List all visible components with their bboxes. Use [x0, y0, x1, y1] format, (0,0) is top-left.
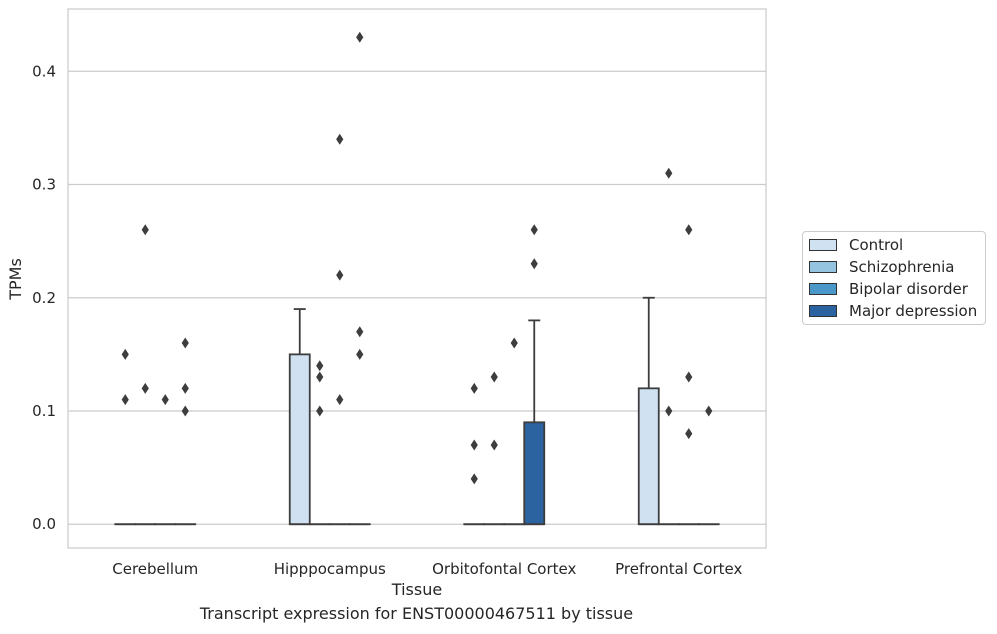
grid-lines [68, 70, 766, 525]
legend-item-major-depression: Major depression [809, 301, 977, 321]
outlier-orbitofontal-cortex-control [470, 382, 478, 394]
plot-frame [67, 8, 767, 549]
outlier-orbitofontal-cortex-bipolar-disorder [510, 337, 518, 349]
outlier-orbitofontal-cortex-major-depression [530, 224, 538, 236]
outlier-prefrontal-cortex-major-depression [705, 405, 713, 417]
y-tick-label: 0.3 [32, 176, 56, 194]
y-tick-label: 0.1 [32, 402, 56, 420]
legend-swatch-major-depression [809, 305, 837, 317]
chart-caption: Transcript expression for ENST0000046751… [199, 604, 634, 623]
outlier-cerebellum-schizophrenia [141, 382, 149, 394]
outlier-hipppocampus-major-depression [356, 348, 364, 360]
outlier-orbitofontal-cortex-control [470, 439, 478, 451]
outlier-orbitofontal-cortex-major-depression [530, 258, 538, 270]
legend-label-schizophrenia: Schizophrenia [849, 258, 955, 276]
outlier-hipppocampus-bipolar-disorder [336, 269, 344, 281]
outlier-hipppocampus-major-depression [356, 326, 364, 338]
box-body [523, 421, 546, 526]
x-tick-label: Prefrontal Cortex [615, 560, 742, 578]
outlier-prefrontal-cortex-schizophrenia [665, 167, 673, 179]
y-axis-label: TPMs [6, 258, 25, 301]
box-prefrontal-cortex-control [637, 296, 660, 526]
box-orbitofontal-cortex-major-depression [523, 319, 546, 526]
y-axis-ticks: 0.0 0.1 0.2 0.3 0.4 [32, 62, 56, 533]
x-tick-label: Cerebellum [112, 560, 198, 578]
outlier-hipppocampus-schizophrenia [316, 371, 324, 383]
legend-item-control: Control [809, 235, 903, 255]
outlier-hipppocampus-bipolar-disorder [336, 394, 344, 406]
legend-swatch-schizophrenia [809, 261, 837, 273]
legend-label-bipolar-disorder: Bipolar disorder [849, 280, 968, 298]
outlier-cerebellum-bipolar-disorder [161, 394, 169, 406]
outlier-prefrontal-cortex-schizophrenia [665, 405, 673, 417]
box-hipppocampus-control [288, 308, 311, 526]
y-tick-label: 0.0 [32, 515, 56, 533]
outlier-orbitofontal-cortex-schizophrenia [490, 439, 498, 451]
y-tick-label: 0.2 [32, 289, 56, 307]
outlier-prefrontal-cortex-bipolar-disorder [685, 371, 693, 383]
x-tick-label: Hipppocampus [274, 560, 386, 578]
outlier-orbitofontal-cortex-schizophrenia [490, 371, 498, 383]
outlier-hipppocampus-major-depression [356, 31, 364, 43]
outlier-orbitofontal-cortex-control [470, 473, 478, 485]
x-axis-label: Tissue [391, 580, 442, 599]
box-body [288, 353, 311, 526]
x-axis-ticks: Cerebellum Hipppocampus Orbitofontal Corte… [112, 560, 742, 578]
legend-swatch-bipolar-disorder [809, 283, 837, 295]
box-body [637, 387, 660, 526]
outlier-prefrontal-cortex-bipolar-disorder [685, 224, 693, 236]
outlier-cerebellum-control [121, 394, 129, 406]
outlier-cerebellum-schizophrenia [141, 224, 149, 236]
outlier-points [121, 31, 713, 485]
legend-label-control: Control [849, 236, 904, 254]
outlier-hipppocampus-bipolar-disorder [336, 133, 344, 145]
outlier-cerebellum-major-depression [181, 405, 189, 417]
x-tick-label: Orbitofontal Cortex [432, 560, 576, 578]
outlier-cerebellum-control [121, 348, 129, 360]
legend-swatch-control [809, 239, 837, 251]
y-tick-label: 0.4 [32, 62, 56, 80]
outlier-hipppocampus-schizophrenia [316, 405, 324, 417]
outlier-prefrontal-cortex-bipolar-disorder [685, 428, 693, 440]
outlier-cerebellum-major-depression [181, 337, 189, 349]
box-series [114, 296, 720, 526]
legend-item-schizophrenia: Schizophrenia [809, 257, 954, 277]
legend: Control Schizophrenia Bipolar disorder M… [802, 231, 986, 325]
outlier-hipppocampus-schizophrenia [316, 360, 324, 372]
outlier-cerebellum-major-depression [181, 382, 189, 394]
legend-item-bipolar-disorder: Bipolar disorder [809, 279, 968, 299]
legend-label-major-depression: Major depression [849, 302, 978, 320]
